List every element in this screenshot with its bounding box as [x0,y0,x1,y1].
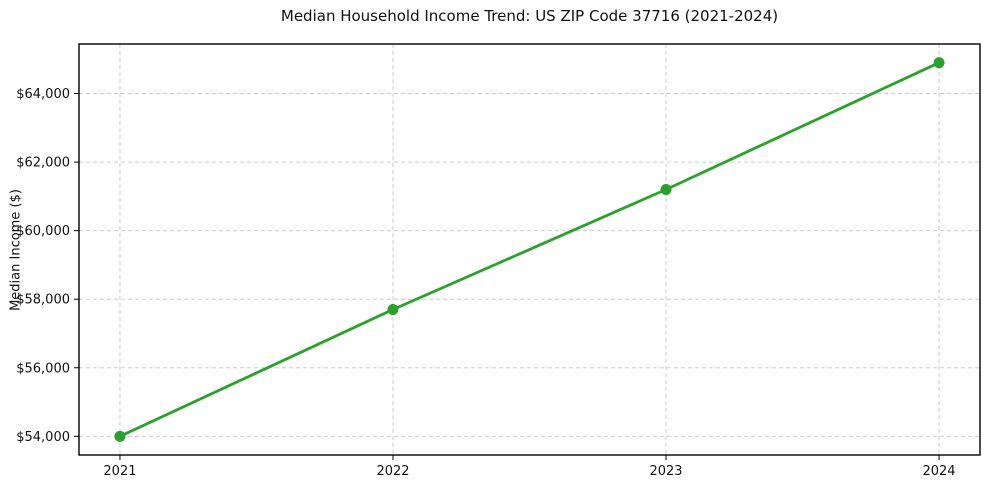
y-tick-label: $64,000 [16,87,70,102]
trend-line [118,61,941,438]
y-tick-label: $62,000 [16,156,70,171]
y-tick-label: $58,000 [16,293,70,308]
data-point-marker [933,57,945,69]
x-tick-label: 2024 [922,464,955,479]
chart-title: Median Household Income Trend: US ZIP Co… [280,7,779,25]
plot-border [78,43,981,456]
y-tick-label: $56,000 [16,361,70,376]
y-axis-label: Median Income ($) [8,189,24,311]
data-point-marker [660,184,672,196]
y-tick-label: $54,000 [16,430,70,445]
data-point-marker [387,303,399,315]
x-tick-label: 2022 [376,464,409,479]
y-tick-label: $60,000 [16,224,70,239]
x-tick-label: 2021 [103,464,136,479]
x-tick-label: 2023 [649,464,682,479]
data-point-marker [114,430,126,442]
